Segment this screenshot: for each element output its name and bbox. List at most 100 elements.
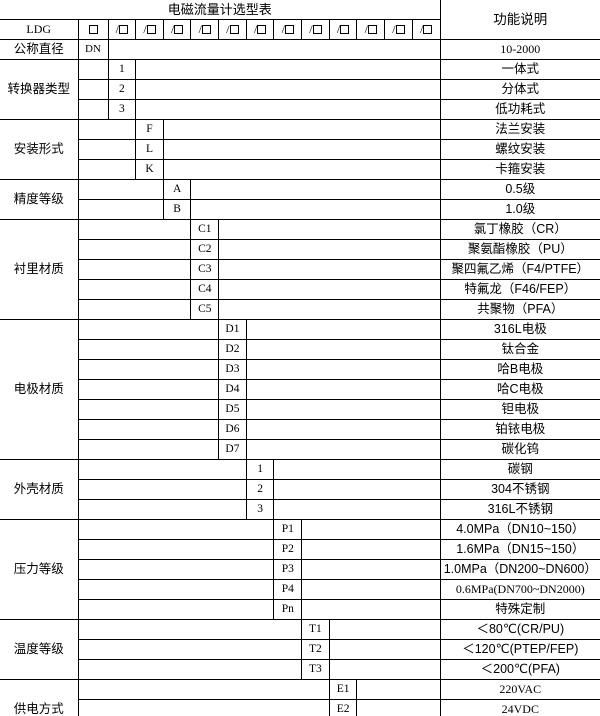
description-cell: 哈B电极 [439,359,600,380]
spacer-left [77,259,191,280]
spacer-left [77,499,247,520]
spacer-left [77,159,136,180]
table-row: D2 钛合金 [0,339,600,360]
empty-box-icon [119,25,128,34]
spacer-left [77,659,302,680]
slash-glyph: / [392,22,396,36]
spacer-right [218,259,441,280]
spacer-right [190,179,441,200]
table-row: 电极材质 D1 316L电极 [0,319,600,460]
table-row: 安装形式 F 法兰安装 [0,119,600,180]
description-cell: 0.6MPa(DN700~DN2000) [439,579,600,600]
spacer-right [246,359,441,380]
model-box-11: / [384,19,413,40]
spacer-right [301,579,441,600]
spacer-left [77,199,164,220]
table-row: D5 钽电极 [0,399,600,420]
table-row: C3 聚四氟乙烯（F4/PTFE） [0,259,600,280]
section-label-6: 外壳材质 [0,459,79,520]
description-cell: 聚四氟乙烯（F4/PTFE） [439,259,600,280]
code-cell: 1 [107,59,137,80]
model-box-8: / [301,19,330,40]
description-cell: 10-2000 [439,39,600,60]
spacer-right [163,139,441,160]
description-cell: 0.5级 [439,179,600,200]
description-cell: 一体式 [439,59,600,80]
table-row: 3 低功耗式 [0,99,600,120]
code-cell: T3 [301,659,330,680]
empty-box-icon [367,25,377,34]
description-cell: 碳化钨 [439,439,600,460]
spacer-right [329,619,441,640]
code-cell: F [135,119,164,140]
spacer-left [77,119,136,140]
empty-box-icon [146,25,156,34]
code-cell: C5 [190,299,220,320]
slash-glyph: / [115,22,119,36]
section-label-8: 温度等级 [0,619,79,680]
description-cell: 1.0级 [439,199,600,220]
spacer-left [77,339,219,360]
model-box-2: / [135,19,164,40]
spacer-right [273,499,441,520]
table-row: 精度等级 A 0.5级 [0,179,600,220]
description-cell: 1.6MPa（DN15~150） [439,539,600,560]
code-cell: D3 [218,359,247,380]
description-cell: ＜200℃(PFA) [439,659,600,680]
table-row: 温度等级 T1 ＜80℃(CR/PU) [0,619,600,680]
table-row: P2 1.6MPa（DN15~150） [0,539,600,560]
empty-box-icon [174,25,184,34]
table-row: 公称直径 DN 10-2000 [0,39,600,60]
table-row: 2 304不锈钢 [0,479,600,500]
slash-glyph: / [143,22,147,36]
spacer-left [77,699,330,716]
function-column-header: 功能说明 [439,0,600,40]
description-cell: 共聚物（PFA） [439,299,600,320]
spacer-right [218,299,441,320]
description-cell: 1.0MPa（DN200~DN600） [439,559,600,580]
spacer-right [246,339,441,360]
table-row: B 1.0级 [0,199,600,220]
spacer-left [77,279,191,300]
description-cell: 碳钢 [439,459,600,480]
spacer-left [77,419,219,440]
description-cell: 低功耗式 [439,99,600,120]
title-row: 电磁流量计选型表 功能说明 [0,0,600,40]
model-box-5: / [218,19,247,40]
spacer-right [246,439,441,460]
table-row: C4 特氟龙（F46/FEP） [0,279,600,300]
slash-glyph: / [198,22,202,36]
code-cell: B [162,199,192,220]
table-row: D7 碳化钨 [0,439,600,460]
slash-glyph: / [253,22,258,36]
code-cell: D4 [218,379,247,400]
code-cell: T1 [301,619,330,640]
empty-box-icon [201,25,211,34]
page-title: 电磁流量计选型表 [0,0,441,20]
slash-glyph: / [309,22,313,36]
table-row: 外壳材质 1 碳钢 [0,459,600,520]
table-row: L 螺纹安装 [0,139,600,160]
code-cell: 3 [107,99,137,120]
code-cell: C4 [190,279,220,300]
model-box-0 [77,19,109,40]
description-cell: 304不锈钢 [439,479,600,500]
empty-box-icon [257,25,267,34]
model-box-3: / [162,19,192,40]
table-row: T3 ＜200℃(PFA) [0,659,600,680]
code-cell: 2 [107,79,137,100]
table-row: 压力等级 P1 4.0MPa（DN10~150） [0,519,600,620]
table-row: P4 0.6MPa(DN700~DN2000) [0,579,600,600]
code-cell: E2 [328,699,358,716]
code-cell: P3 [273,559,303,580]
empty-box-icon [229,25,239,34]
slash-glyph: / [281,22,285,36]
section-label-7: 压力等级 [0,519,79,620]
spacer-right [163,119,441,140]
spacer-left [77,379,219,400]
empty-box-icon [284,25,294,34]
description-cell: 分体式 [439,79,600,100]
section-label-1: 转换器类型 [0,59,79,120]
spacer-left [77,219,191,240]
